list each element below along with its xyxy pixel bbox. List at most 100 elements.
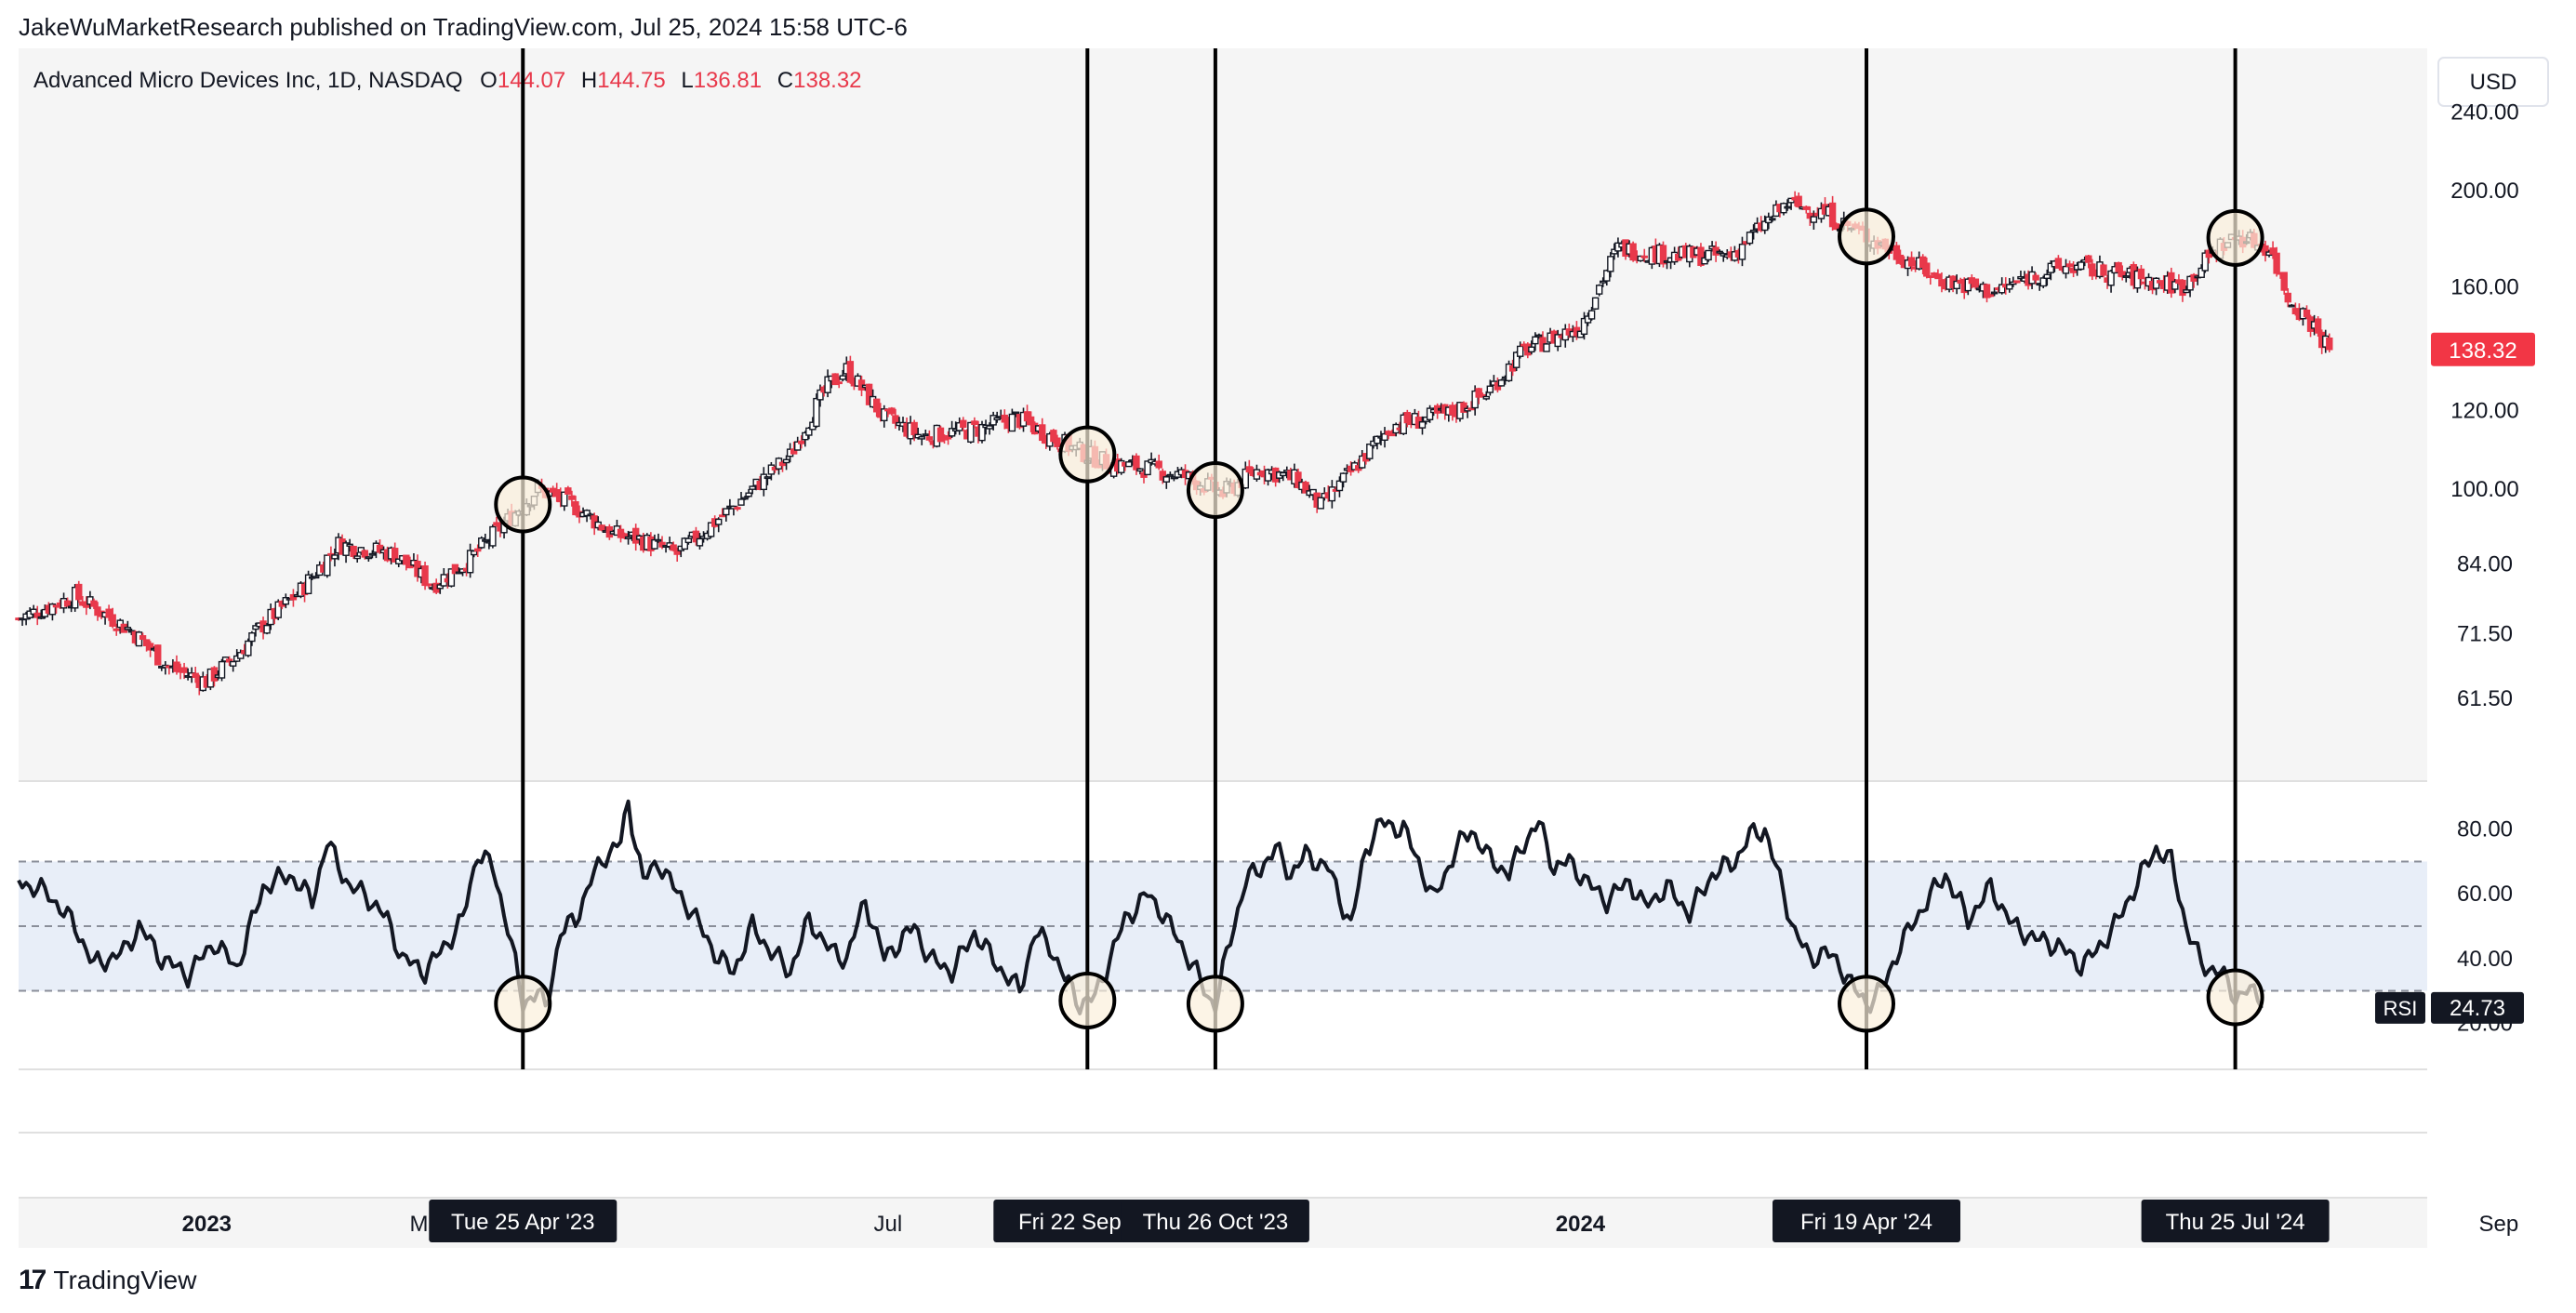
candle-body[interactable] [1600, 280, 1607, 284]
candle-body[interactable] [1027, 416, 1035, 426]
candle-body[interactable] [564, 487, 572, 495]
candle-body[interactable] [2122, 275, 2130, 278]
candle-body[interactable] [948, 428, 956, 437]
candle-body[interactable] [719, 514, 726, 518]
candle-body[interactable] [109, 614, 116, 628]
candle-body[interactable] [365, 556, 373, 560]
candle-body[interactable] [324, 554, 331, 577]
candle-body[interactable] [391, 548, 399, 563]
candle-body[interactable] [225, 658, 233, 663]
candle-body[interactable] [447, 568, 456, 587]
candle-body[interactable] [466, 550, 474, 574]
candle-body[interactable] [1388, 433, 1396, 437]
candle-body[interactable] [872, 398, 881, 413]
candle-body[interactable] [173, 661, 180, 672]
candle-body[interactable] [436, 584, 444, 590]
candle-body[interactable] [1896, 254, 1905, 264]
candle-body[interactable] [1508, 365, 1517, 372]
candle-body[interactable] [1953, 280, 1960, 290]
candle-body[interactable] [1339, 472, 1348, 483]
candle-body[interactable] [489, 525, 497, 547]
candle-body[interactable] [831, 373, 839, 386]
candle-body[interactable] [1400, 414, 1407, 434]
candle-body[interactable] [368, 552, 377, 556]
candle-body[interactable] [2198, 267, 2205, 278]
candle-body[interactable] [1166, 473, 1175, 477]
candle-body[interactable] [651, 538, 658, 550]
candle-body[interactable] [312, 576, 320, 579]
candle-body[interactable] [993, 417, 1001, 421]
candle-body[interactable] [715, 518, 723, 525]
candle-body[interactable] [881, 408, 888, 422]
candle-body[interactable] [1512, 351, 1520, 368]
candle-body[interactable] [2171, 281, 2179, 290]
candle-body[interactable] [342, 542, 350, 556]
candle-body[interactable] [561, 491, 568, 507]
candle-body[interactable] [892, 415, 899, 424]
candle-body[interactable] [670, 544, 677, 551]
candle-body[interactable] [1008, 413, 1016, 432]
candle-body[interactable] [1366, 444, 1374, 459]
candle-body[interactable] [395, 558, 403, 564]
candle-body[interactable] [1242, 468, 1249, 489]
candle-body[interactable] [154, 644, 162, 666]
candle-body[interactable] [1335, 480, 1344, 492]
candle-body[interactable] [1716, 250, 1723, 254]
candle-body[interactable] [33, 612, 41, 618]
candle-body[interactable] [142, 639, 151, 646]
candle-body[interactable] [620, 533, 629, 539]
candle-body[interactable] [139, 635, 147, 640]
candle-body[interactable] [2039, 277, 2047, 287]
candle-body[interactable] [794, 441, 802, 451]
candle-body[interactable] [192, 672, 199, 679]
price-axis[interactable]: 61.50 71.50 84.00 100.00 120.00 160.00 200.00 2… [2450, 100, 2518, 712]
candle-body[interactable] [2284, 292, 2291, 303]
candle-body[interactable] [252, 625, 259, 630]
candle-body[interactable] [1170, 476, 1178, 480]
candle-body[interactable] [936, 427, 945, 443]
candle-body[interactable] [2133, 270, 2142, 289]
candle-body[interactable] [914, 433, 922, 439]
candle-body[interactable] [1595, 285, 1603, 295]
candle-body[interactable] [798, 440, 805, 444]
candle-body[interactable] [482, 538, 489, 542]
candle-body[interactable] [1012, 411, 1020, 415]
candle-body[interactable] [1039, 424, 1046, 442]
candle-body[interactable] [778, 461, 787, 467]
candle-body[interactable] [1475, 388, 1482, 398]
candle-body[interactable] [846, 361, 855, 383]
candle-body[interactable] [673, 550, 681, 555]
candle-body[interactable] [1629, 243, 1637, 261]
candle-body[interactable] [1517, 345, 1524, 357]
candle-body[interactable] [1787, 197, 1795, 204]
candle-body[interactable] [1317, 497, 1324, 510]
candle-body[interactable] [1449, 405, 1456, 416]
candle-body[interactable] [944, 434, 952, 440]
candle-body[interactable] [470, 550, 478, 556]
candle-body[interactable] [960, 419, 967, 429]
candle-body[interactable] [1828, 202, 1837, 228]
candle-body[interactable] [741, 497, 749, 500]
candle-body[interactable] [2303, 309, 2311, 318]
candle-body[interactable] [734, 507, 741, 511]
candle-body[interactable] [1159, 471, 1166, 481]
candle-body[interactable] [1295, 471, 1302, 489]
candle-body[interactable] [113, 628, 120, 631]
candle-body[interactable] [1023, 411, 1031, 422]
candle-body[interactable] [282, 597, 290, 605]
candle-body[interactable] [1927, 275, 1934, 279]
candle-body[interactable] [1587, 310, 1596, 320]
candle-body[interactable] [583, 510, 591, 517]
candle-body[interactable] [918, 436, 925, 440]
candle-body[interactable] [681, 537, 688, 550]
candle-body[interactable] [83, 602, 90, 608]
candle-body[interactable] [2183, 289, 2190, 294]
candle-body[interactable] [1125, 461, 1133, 468]
candle-body[interactable] [1591, 297, 1600, 310]
candle-body[interactable] [229, 660, 237, 667]
candle-body[interactable] [218, 660, 226, 679]
candle-body[interactable] [1923, 262, 1931, 277]
candle-body[interactable] [1460, 402, 1467, 413]
candle-body[interactable] [1554, 334, 1561, 348]
candle-body[interactable] [568, 495, 576, 500]
